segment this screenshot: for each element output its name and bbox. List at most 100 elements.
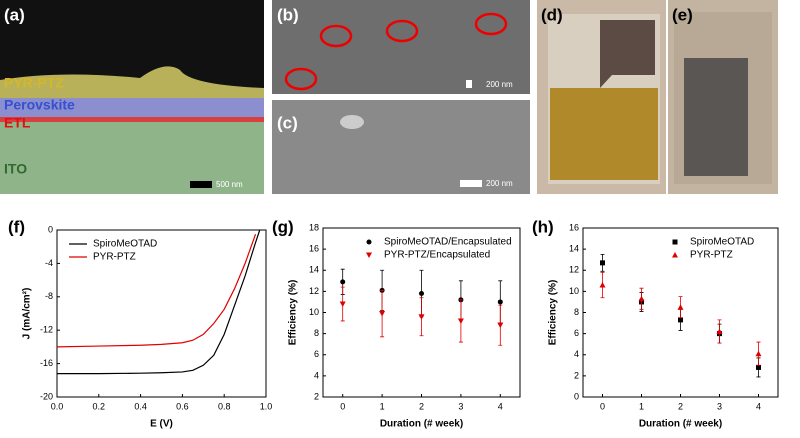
marker — [677, 304, 684, 310]
x-tick-label: 1 — [380, 401, 385, 411]
legend-label: SpiroMeOTAD — [93, 239, 157, 250]
scale-bar — [466, 80, 472, 88]
x-axis-label: Duration (# week) — [380, 419, 463, 430]
film — [550, 88, 658, 180]
marker — [756, 364, 761, 370]
legend-label: PYR-PTZ — [690, 250, 733, 261]
marker — [366, 239, 372, 245]
y-tick-label: -16 — [40, 358, 53, 368]
y-tick-label: 10 — [309, 307, 319, 317]
y-tick-label: 4 — [574, 349, 579, 359]
x-tick-label: 4 — [756, 401, 761, 411]
marker — [497, 322, 504, 329]
y-tick-label: 18 — [309, 222, 319, 232]
marker — [599, 282, 606, 288]
x-tick-label: 0.4 — [134, 401, 147, 411]
x-tick-label: 0 — [340, 401, 345, 411]
layer-perovskite — [0, 98, 264, 117]
layer-label: Perovskite — [4, 97, 75, 113]
marker — [672, 252, 678, 258]
plot-frame — [56, 229, 267, 398]
y-tick-label: 0 — [48, 224, 53, 234]
marker — [755, 350, 762, 357]
y-tick-label: 12 — [309, 286, 319, 296]
y-axis-label: Efficiency (%) — [288, 280, 299, 346]
y-axis-label: Efficiency (%) — [548, 280, 559, 346]
x-tick-label: 3 — [458, 401, 463, 411]
x-tick-label: 0.6 — [176, 401, 189, 411]
panel-label: (f) — [8, 217, 25, 236]
particle — [340, 115, 364, 129]
layer-label: ETL — [4, 115, 31, 131]
y-axis-label: J (mA/cm²) — [22, 288, 33, 340]
x-axis-label: Duration (# week) — [639, 419, 722, 430]
y-tick-label: 12 — [569, 265, 579, 275]
legend-label: PYR-PTZ — [93, 252, 136, 263]
y-tick-label: -4 — [45, 258, 53, 268]
legend-label: SpiroMeOTAD — [690, 237, 754, 248]
y-tick-label: 10 — [569, 286, 579, 296]
layer-label: ITO — [4, 161, 27, 177]
panel-label: (a) — [4, 5, 25, 24]
scale-bar — [460, 180, 482, 187]
x-tick-label: 1.0 — [260, 401, 273, 411]
marker — [366, 252, 372, 258]
sem-image — [272, 100, 530, 194]
x-tick-label: 1 — [639, 401, 644, 411]
scale-label: 500 nm — [216, 180, 243, 189]
marker — [340, 279, 346, 285]
panel-label: (g) — [272, 217, 294, 236]
panel-a: (a) PYR-PTZ Perovskite ETL ITO 500 nm — [0, 0, 264, 194]
marker — [419, 290, 424, 296]
y-tick-label: -8 — [45, 291, 53, 301]
marker — [678, 317, 683, 323]
y-tick-label: 14 — [569, 244, 579, 254]
line-series — [57, 229, 261, 375]
x-axis-label: E (V) — [150, 419, 173, 430]
scale-bar — [190, 181, 212, 188]
marker — [497, 299, 503, 305]
x-tick-label: 4 — [498, 401, 503, 411]
marker — [716, 328, 723, 335]
x-tick-label: 0.2 — [93, 401, 106, 411]
y-tick-label: 4 — [314, 370, 319, 380]
y-tick-label: 14 — [309, 265, 319, 275]
marker — [418, 314, 425, 320]
x-tick-label: 2 — [419, 401, 424, 411]
electrode — [600, 20, 655, 88]
highlight — [319, 24, 353, 48]
y-tick-label: -20 — [40, 391, 53, 401]
y-tick-label: 0 — [574, 391, 579, 401]
panel-label: (b) — [277, 5, 299, 24]
line-series — [56, 233, 257, 348]
x-tick-label: 0.8 — [218, 401, 231, 411]
panel-b: (b) 200 nm — [272, 0, 530, 94]
marker — [600, 260, 605, 266]
layer-pyr — [0, 66, 264, 100]
film — [684, 58, 748, 176]
marker — [379, 311, 386, 317]
x-tick-label: 3 — [717, 401, 722, 411]
panel-c: (c) 200 nm — [272, 100, 530, 194]
marker — [672, 239, 678, 245]
layer-ito — [0, 122, 264, 194]
y-tick-label: 6 — [314, 349, 319, 359]
layer-label: PYR-PTZ — [4, 75, 64, 91]
marker — [457, 318, 464, 324]
panel-label: (e) — [672, 5, 693, 24]
x-tick-label: 0.0 — [51, 401, 64, 411]
legend-label: PYR-PTZ/Encapsulated — [384, 250, 490, 261]
chart: (f) 0.0 0.2 0.4 0.6 0.8 1.0 0 -4 -8 -12 -16 -20 E (V)… — [8, 217, 272, 429]
panel-e: (e) — [668, 0, 778, 194]
highlight — [474, 12, 508, 36]
panel-label: (d) — [541, 5, 563, 24]
layer-etl — [0, 117, 264, 122]
highlight — [284, 67, 318, 91]
y-tick-label: 2 — [574, 370, 579, 380]
panel-d: (d) — [537, 0, 666, 194]
y-tick-label: 2 — [314, 391, 319, 401]
y-tick-label: 8 — [314, 328, 319, 338]
